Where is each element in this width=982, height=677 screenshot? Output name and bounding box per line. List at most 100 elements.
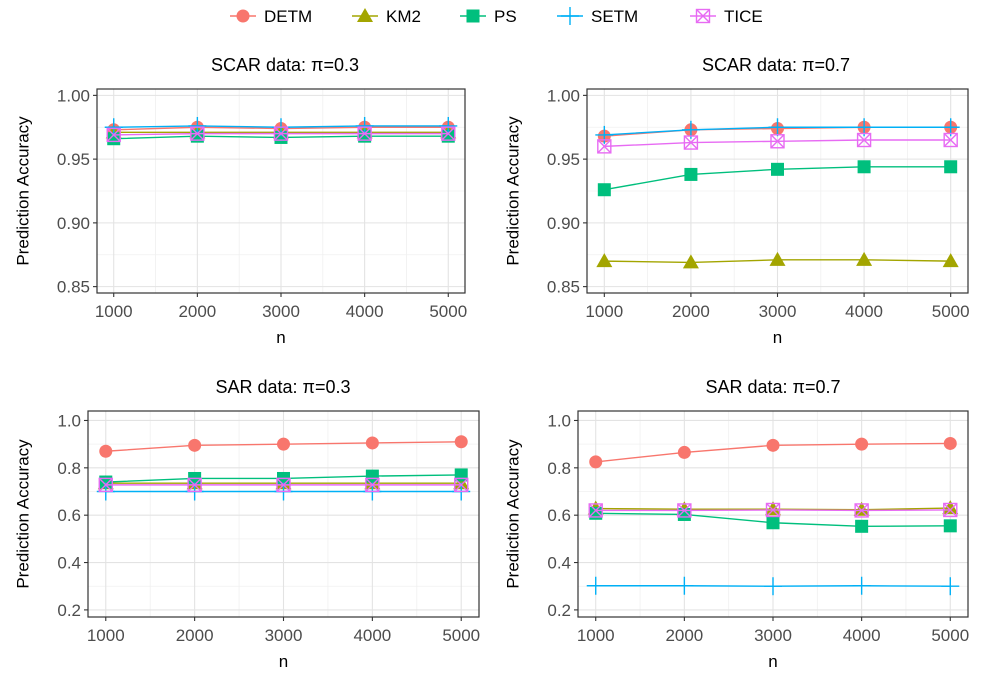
- data-point: [852, 576, 871, 595]
- data-point: [365, 469, 379, 483]
- y-tick-label: 0.90: [547, 214, 580, 233]
- data-point: [683, 135, 699, 150]
- x-tick-label: 4000: [843, 626, 881, 645]
- x-tick-label: 4000: [353, 626, 391, 645]
- data-point: [943, 502, 958, 518]
- data-point: [453, 475, 470, 490]
- data-point: [675, 576, 694, 595]
- data-point: [941, 577, 960, 596]
- data-point: [682, 254, 699, 269]
- data-point: [856, 251, 873, 266]
- data-point: [273, 126, 289, 141]
- y-tick-label: 0.8: [547, 459, 571, 478]
- data-point: [595, 125, 614, 144]
- data-point: [766, 438, 780, 452]
- series-detm: [589, 436, 957, 469]
- y-tick-label: 0.8: [57, 459, 81, 478]
- legend-label: KM2: [386, 7, 421, 26]
- data-point: [857, 160, 871, 174]
- data-point: [766, 516, 780, 530]
- x-tick-label: 4000: [845, 302, 883, 321]
- x-axis-title: n: [768, 652, 777, 671]
- data-point: [454, 435, 468, 449]
- x-tick-label: 2000: [176, 626, 214, 645]
- data-point: [854, 503, 869, 518]
- data-point: [589, 455, 603, 469]
- y-axis-title: Prediction Accuracy: [503, 439, 522, 589]
- y-tick-label: 0.2: [547, 601, 571, 620]
- x-tick-label: 5000: [931, 626, 969, 645]
- legend-label: PS: [494, 7, 517, 26]
- x-tick-label: 4000: [346, 302, 384, 321]
- data-point: [276, 477, 291, 493]
- data-point: [190, 126, 205, 141]
- data-point: [357, 126, 372, 141]
- legend-key-marker: [466, 9, 480, 23]
- series-group: [104, 116, 458, 146]
- legend-label: DETM: [264, 7, 312, 26]
- data-point: [768, 118, 787, 137]
- data-point: [106, 127, 121, 143]
- y-tick-label: 0.6: [57, 506, 81, 525]
- data-point: [943, 436, 957, 450]
- data-point: [942, 500, 959, 515]
- series-group: [96, 435, 471, 501]
- data-point: [104, 118, 123, 137]
- y-axis: 0.2 0.4 0.6 0.8 1.0: [57, 411, 88, 620]
- x-axis: 1000 2000 3000 4000 5000: [95, 293, 467, 321]
- legend-key-marker: [561, 7, 579, 25]
- x-axis-title: n: [276, 328, 285, 347]
- y-axis-title: Prediction Accuracy: [13, 116, 32, 266]
- data-point: [454, 477, 469, 493]
- series-group: [586, 436, 960, 596]
- x-tick-label: 3000: [262, 302, 300, 321]
- gridlines: [88, 411, 479, 617]
- data-point: [188, 438, 202, 452]
- x-tick-label: 1000: [95, 302, 133, 321]
- y-tick-label: 0.95: [547, 150, 580, 169]
- panel-title: SCAR data: π=0.7: [702, 55, 850, 75]
- y-axis-title: Prediction Accuracy: [13, 439, 32, 589]
- data-point: [855, 437, 869, 451]
- x-tick-label: 5000: [442, 626, 480, 645]
- x-axis: 1000 2000 3000 4000 5000: [577, 617, 969, 645]
- y-tick-label: 1.00: [547, 86, 580, 105]
- series-km2: [596, 251, 959, 269]
- data-point: [677, 445, 691, 459]
- data-point: [677, 507, 691, 521]
- x-tick-label: 1000: [577, 626, 615, 645]
- data-point: [439, 116, 458, 135]
- data-point: [764, 577, 782, 596]
- x-tick-label: 5000: [932, 302, 970, 321]
- data-point: [597, 183, 611, 197]
- data-point: [771, 162, 784, 176]
- legend-item-km2: KM2: [352, 7, 421, 26]
- y-tick-label: 0.4: [547, 554, 571, 573]
- y-tick-label: 1.00: [57, 86, 90, 105]
- data-point: [98, 477, 113, 493]
- y-tick-label: 0.85: [547, 278, 580, 297]
- x-tick-label: 3000: [759, 302, 797, 321]
- data-point: [856, 132, 872, 148]
- y-axis: 0.2 0.4 0.6 0.8 1.0: [547, 411, 578, 620]
- y-tick-label: 0.95: [57, 150, 90, 169]
- legend-item-tice: TICE: [690, 7, 763, 26]
- x-axis: 1000 2000 3000 4000 5000: [585, 293, 970, 321]
- x-tick-label: 1000: [585, 302, 623, 321]
- data-point: [943, 519, 957, 533]
- x-tick-label: 5000: [429, 302, 467, 321]
- y-tick-label: 0.6: [547, 506, 571, 525]
- legend-key-marker: [695, 8, 711, 24]
- series-group: [595, 118, 960, 269]
- y-tick-label: 0.2: [57, 601, 81, 620]
- panel-2: SCAR data: π=0.7 0.85 0.90 0.95 1.00 1000 2000…: [503, 55, 969, 347]
- data-point: [441, 126, 456, 141]
- x-tick-label: 2000: [178, 302, 216, 321]
- y-tick-label: 0.4: [57, 554, 81, 573]
- panel-title: SAR data: π=0.7: [706, 377, 841, 397]
- panel-4: SAR data: π=0.7 0.2 0.4 0.6 0.8 1.0 1000 2000 30…: [503, 377, 969, 671]
- y-axis-title: Prediction Accuracy: [503, 116, 522, 266]
- legend-item-setm: SETM: [557, 7, 638, 26]
- data-point: [365, 477, 380, 493]
- data-point: [277, 437, 290, 451]
